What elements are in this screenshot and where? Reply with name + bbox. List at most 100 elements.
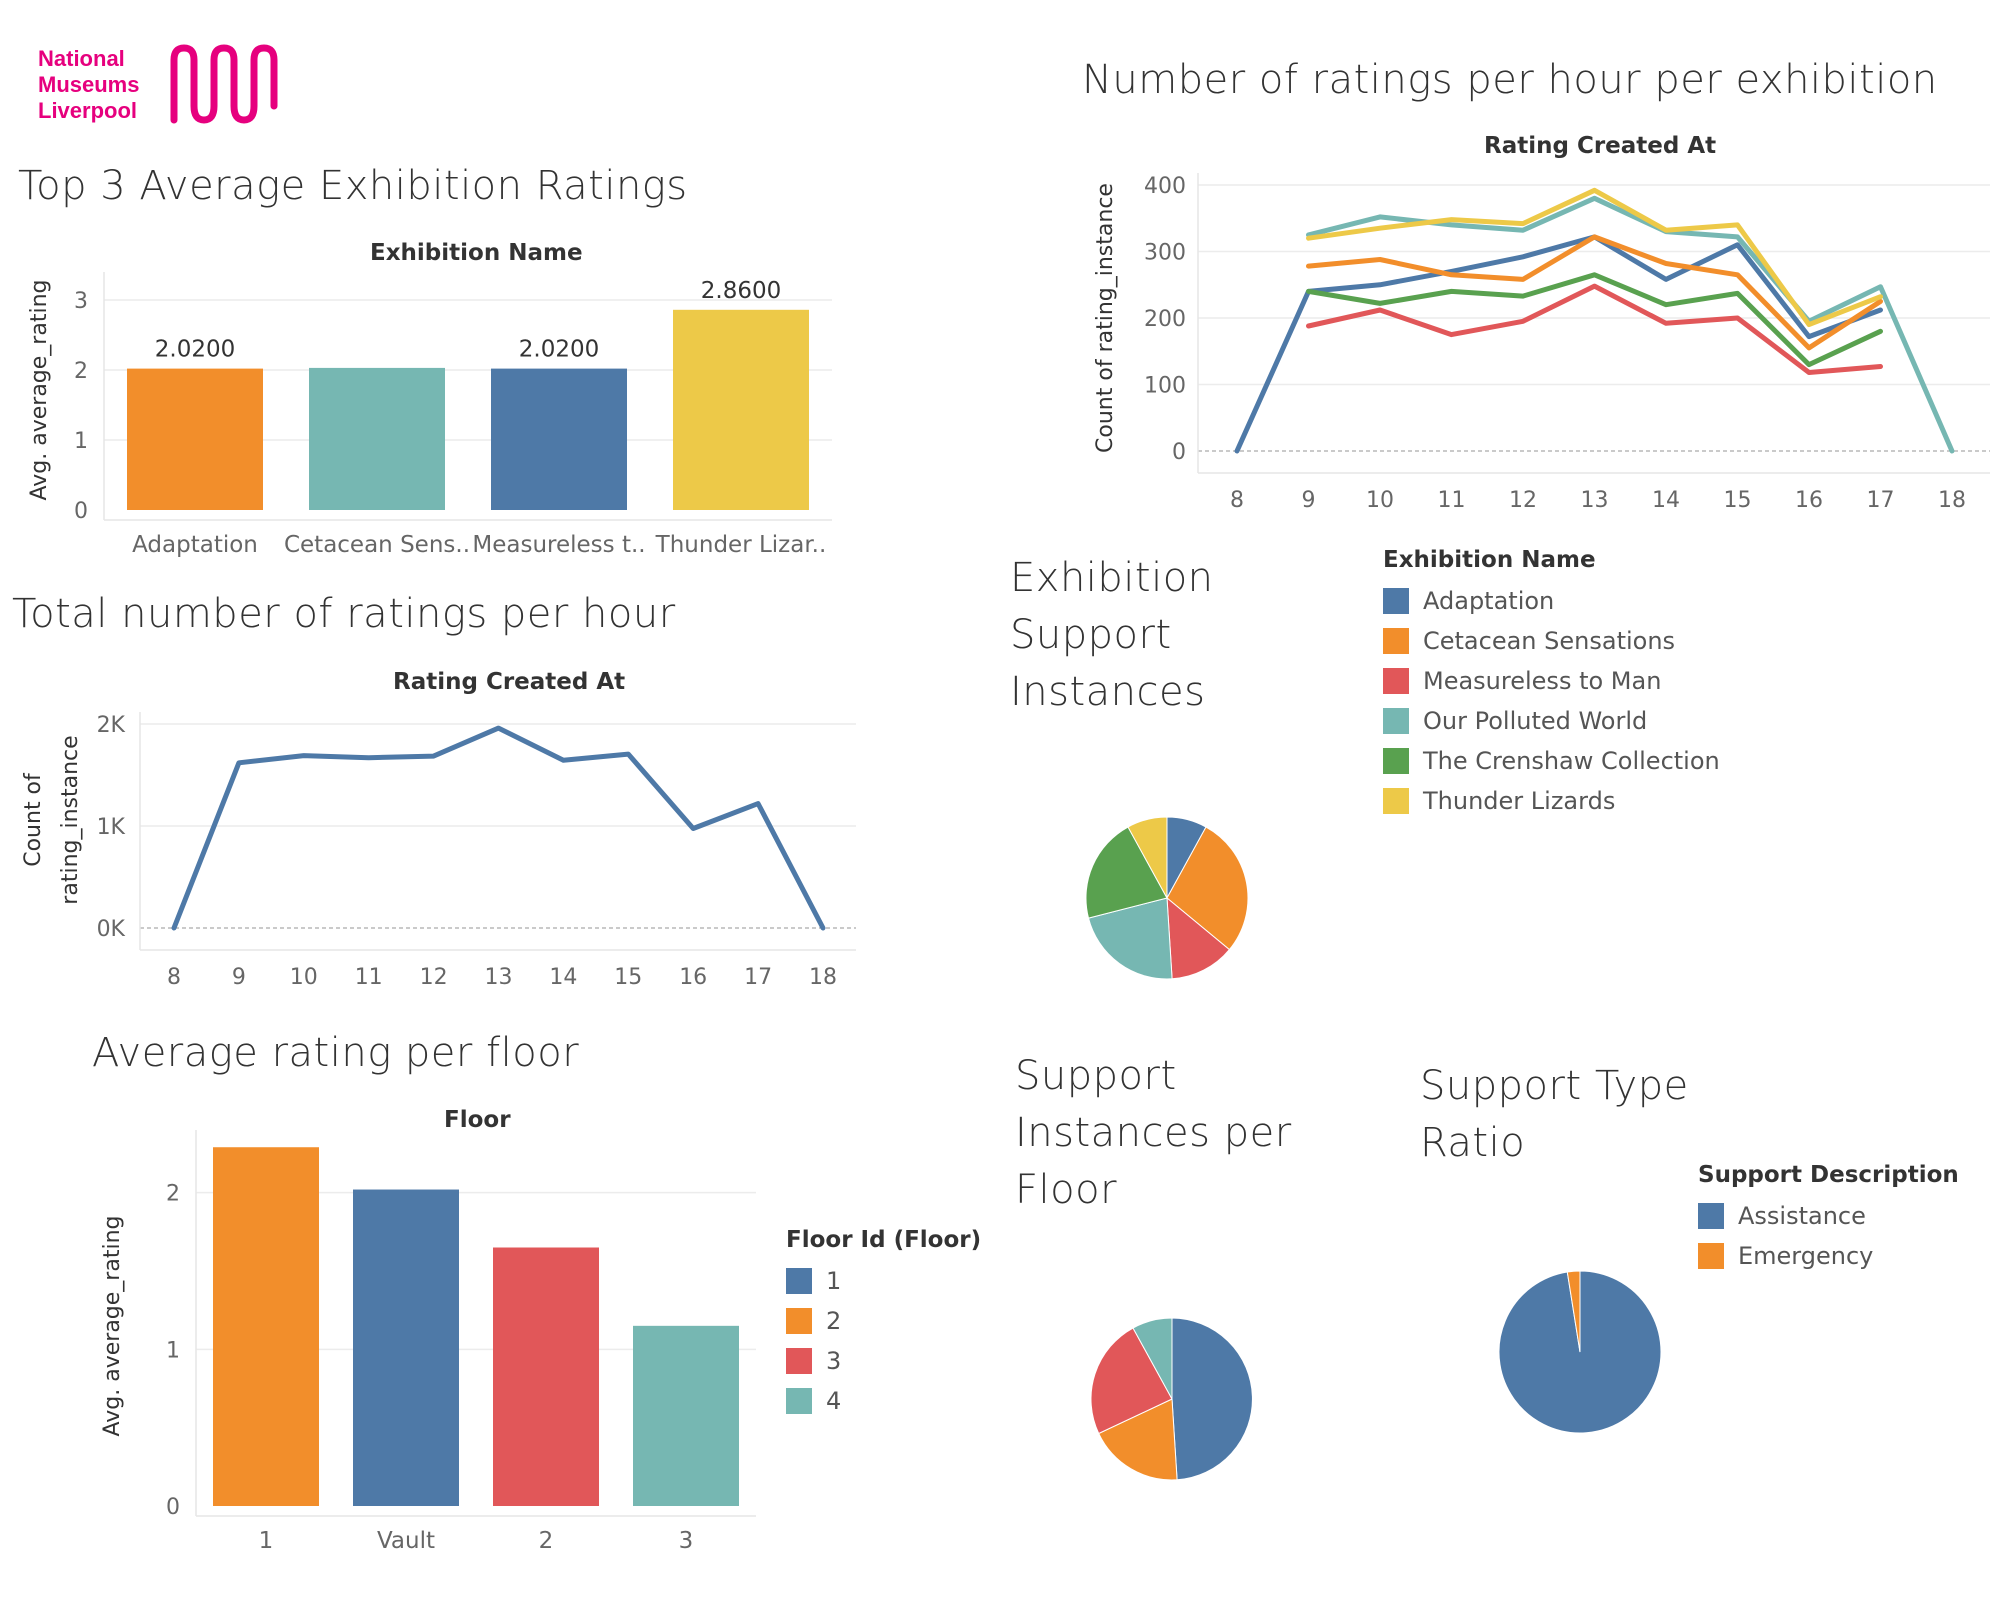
legend-label: 2 xyxy=(826,1307,842,1335)
per_hour_exhibition-xtick-label: 17 xyxy=(1867,488,1895,513)
legend-label: Adaptation xyxy=(1423,587,1555,615)
total_per_hour-xtick-label: 12 xyxy=(420,965,448,990)
support_floor-slice xyxy=(1098,1398,1178,1481)
top3-header: Exhibition Name xyxy=(370,240,583,266)
per_hour_exhibition-series-line xyxy=(1306,187,1883,328)
avg-floor-title: Average rating per floor xyxy=(92,1030,580,1076)
support_type-slice xyxy=(1566,1270,1581,1353)
legend-item[interactable]: 4 xyxy=(786,1381,981,1421)
avg_floor-bar xyxy=(493,1247,599,1506)
avg_floor-bar xyxy=(353,1189,459,1506)
exhibition-legend: Exhibition Name Adaptation Cetacean Sens… xyxy=(1383,547,1720,821)
per_hour_exhibition-ytick-label: 300 xyxy=(1144,241,1186,266)
total_per_hour-xtick-label: 10 xyxy=(290,965,318,990)
per_hour_exhibition-xtick-label: 13 xyxy=(1581,488,1609,513)
total_per_hour-xtick-label: 18 xyxy=(809,965,837,990)
support-legend: Support Description Assistance Emergency xyxy=(1698,1162,1959,1276)
support_floor-slice xyxy=(1171,1317,1253,1481)
legend-item[interactable]: 1 xyxy=(786,1261,981,1301)
logo-line: National xyxy=(38,46,125,71)
per_hour_exhibition-xtick-label: 12 xyxy=(1509,488,1537,513)
legend-swatch xyxy=(786,1388,812,1414)
top3-title: Top 3 Average Exhibition Ratings xyxy=(18,163,688,209)
top3-bar xyxy=(491,368,627,510)
legend-title: Exhibition Name xyxy=(1383,547,1596,573)
exhibition_support-slice xyxy=(1127,816,1168,899)
avg_floor-xtick-label: Vault xyxy=(377,1528,435,1554)
top3-xtick-label: Adaptation xyxy=(132,532,258,558)
avg_floor-bar xyxy=(213,1147,319,1506)
legend-label: 1 xyxy=(826,1267,842,1295)
legend-item[interactable]: Measureless to Man xyxy=(1383,661,1720,701)
legend-label: Cetacean Sensations xyxy=(1423,627,1676,655)
per_hour_exhibition-ytick-label: 100 xyxy=(1144,374,1186,399)
per_hour_exhibition-ytick-label: 0 xyxy=(1172,440,1186,465)
top3-bar xyxy=(127,368,263,510)
top3-data-label: 2.0200 xyxy=(519,337,599,363)
legend-swatch xyxy=(1383,748,1409,774)
top3-xtick-label: Cetacean Sens.. xyxy=(284,532,470,558)
legend-item[interactable]: 3 xyxy=(786,1341,981,1381)
top3-bar xyxy=(673,309,809,510)
legend-item[interactable]: The Crenshaw Collection xyxy=(1383,741,1720,781)
total_per_hour-xtick-label: 14 xyxy=(549,965,577,990)
support_floor-slice xyxy=(1132,1317,1173,1400)
total_per_hour-series-line xyxy=(171,725,826,931)
legend-item[interactable]: 2 xyxy=(786,1301,981,1341)
total_per_hour-ytick-label: 2K xyxy=(97,713,126,738)
per_hour_exhibition-xtick-label: 16 xyxy=(1795,488,1823,513)
logo-text: National Museums Liverpool xyxy=(38,46,139,124)
total-per-hour-title: Total number of ratings per hour xyxy=(12,591,676,637)
legend-label: Emergency xyxy=(1738,1242,1874,1270)
legend-swatch xyxy=(786,1308,812,1334)
legend-label: Assistance xyxy=(1738,1202,1866,1230)
legend-swatch xyxy=(1698,1203,1724,1229)
legend-title: Floor Id (Floor) xyxy=(786,1227,982,1253)
top3-ytick-label: 1 xyxy=(74,429,88,454)
avg_floor-ylabel: Avg. average_rating xyxy=(100,1216,125,1437)
total_per_hour-xtick-label: 17 xyxy=(744,965,772,990)
legend-swatch xyxy=(786,1268,812,1294)
legend-swatch xyxy=(1383,708,1409,734)
logo-line: Liverpool xyxy=(38,98,138,123)
legend-item[interactable]: Thunder Lizards xyxy=(1383,781,1720,821)
avg_floor-bar xyxy=(633,1325,739,1506)
total_per_hour-ylabel: rating_instance xyxy=(58,735,83,904)
total_per_hour-ytick-label: 1K xyxy=(97,815,126,840)
legend-item[interactable]: Assistance xyxy=(1698,1196,1959,1236)
logo-line: Museums xyxy=(38,72,140,97)
per_hour_exhibition-ytick-label: 200 xyxy=(1144,307,1186,332)
per_hour_exhibition-xtick-label: 11 xyxy=(1438,488,1466,513)
legend-swatch xyxy=(1383,588,1409,614)
legend-label: The Crenshaw Collection xyxy=(1423,747,1720,775)
legend-item[interactable]: Our Polluted World xyxy=(1383,701,1720,741)
logo-wave-icon xyxy=(170,44,278,124)
legend-item[interactable]: Emergency xyxy=(1698,1236,1959,1276)
total_per_hour-ytick-label: 0K xyxy=(97,917,126,942)
legend-swatch xyxy=(1698,1243,1724,1269)
avg_floor-xtick-label: 2 xyxy=(539,1528,554,1554)
support-floor-title: Support Instances per Floor xyxy=(1015,1053,1292,1213)
per_hour_exhibition-series-line xyxy=(1234,234,1883,454)
top3-xtick-label: Measureless t.. xyxy=(472,532,645,558)
top3-data-label: 2.8600 xyxy=(701,278,781,304)
per_hour_exhibition-xtick-label: 8 xyxy=(1230,488,1244,513)
exhibition-support-title: Exhibition Support Instances xyxy=(1010,555,1214,715)
legend-swatch xyxy=(1383,628,1409,654)
exhibition_support-slice xyxy=(1085,826,1168,919)
top3-xtick-label: Thunder Lizar.. xyxy=(655,532,827,558)
per_hour_exhibition-xtick-label: 18 xyxy=(1938,488,1966,513)
total_per_hour-xtick-label: 15 xyxy=(614,965,642,990)
exhibition_support-slice xyxy=(1166,826,1249,951)
legend-item[interactable]: Adaptation xyxy=(1383,581,1720,621)
per_hour_exhibition-ylabel: Count of rating_instance xyxy=(1093,183,1118,453)
top3-bar xyxy=(309,367,445,510)
exhibition_support-slice xyxy=(1087,897,1173,980)
legend-label: 4 xyxy=(826,1387,842,1415)
legend-item[interactable]: Cetacean Sensations xyxy=(1383,621,1720,661)
support_floor-slice xyxy=(1090,1327,1173,1435)
per_hour_exhibition-xtick-label: 15 xyxy=(1724,488,1752,513)
per_hour_exhibition-series-line xyxy=(1306,272,1883,368)
total-per-hour-header: Rating Created At xyxy=(393,669,626,695)
